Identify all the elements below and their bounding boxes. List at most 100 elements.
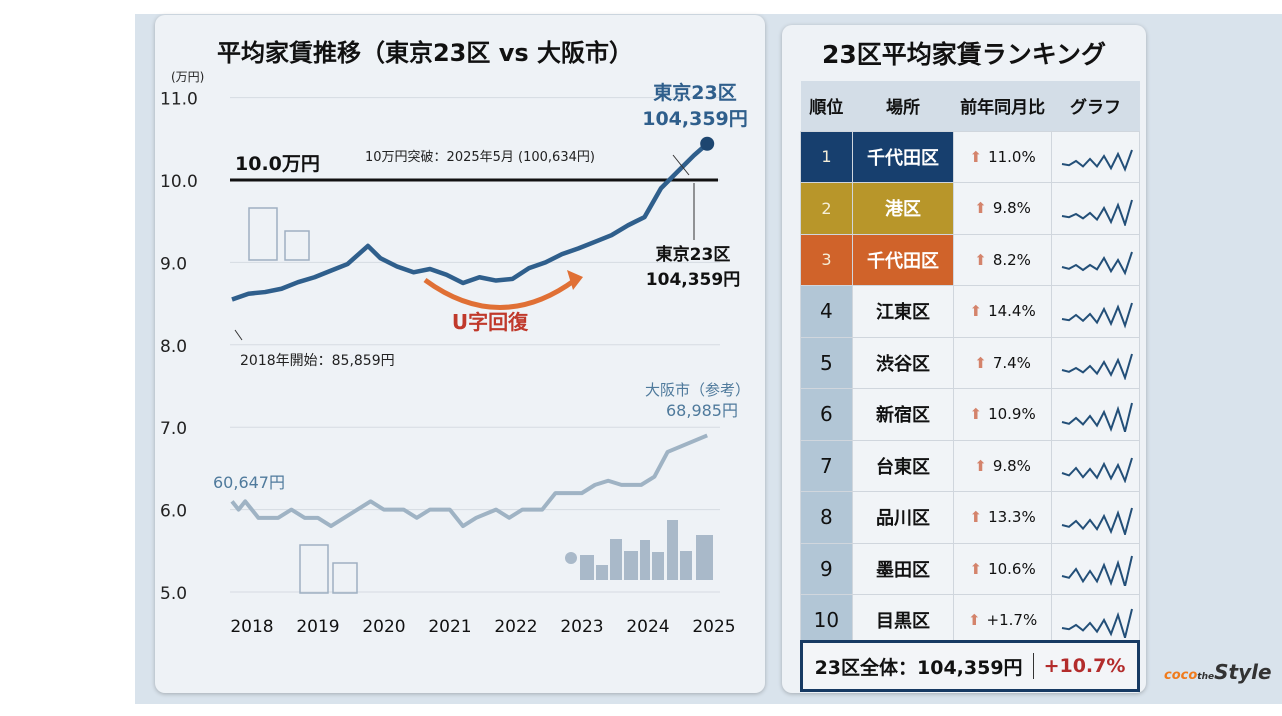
change-value: 14.4% [988,302,1036,321]
x-tick-label: 2023 [560,617,603,637]
change-cell: ⬆ 8.2% [953,233,1052,286]
arrow-up-icon: ⬆ [969,559,983,578]
place-cell: 台東区 [851,439,955,492]
change-value: 8.2% [992,250,1031,269]
sparkline [1061,149,1133,173]
ranking-row: 6 新宿区 ⬆ 10.9% [800,388,1140,441]
osaka-end-label: 大阪市（参考） [645,381,750,399]
ranking-row: 8 品川区 ⬆ 13.3% [800,491,1140,544]
change-value: 9.8% [992,456,1031,475]
sparkline-cell [1051,130,1140,183]
place-cell: 渋谷区 [851,336,955,389]
change-value: 11.0% [988,147,1036,166]
sparkline [1061,457,1133,484]
rank-cell: 7 [800,439,853,492]
u-recovery-label: U字回復 [452,310,529,334]
x-tick-label: 2022 [494,617,537,637]
osaka-start-label: 60,647円 [213,473,285,492]
sparkline [1061,608,1133,642]
ranking-row: 3 千代田区 ⬆ 8.2% [800,233,1140,286]
change-value: +1.7% [986,611,1038,630]
ranking-panel: 23区平均家賃ランキング 順位 場所 前年同月比 グラフ 1 千代田区 ⬆ 11.… [782,25,1146,693]
arrow-up-icon: ⬆ [969,302,983,321]
arrow-up-icon: ⬆ [967,611,981,630]
arrow-up-icon: ⬆ [974,456,987,475]
place-cell: 品川区 [851,491,955,544]
change-value: 7.4% [992,353,1031,372]
place-cell: 江東区 [851,285,955,338]
arrow-up-icon: ⬆ [974,250,987,269]
start-annotation: 2018年開始：85,859円 [240,353,395,369]
place-cell: 新宿区 [851,388,955,441]
sparkline [1061,199,1133,228]
u-recovery-arrowhead [567,270,583,290]
tokyo-side-label: 東京23区 [656,244,731,265]
rank-cell: 5 [800,336,853,389]
y-tick-label: 9.0 [160,254,187,274]
arrow-up-icon: ⬆ [974,199,987,218]
x-tick-label: 2020 [362,617,405,637]
change-value: 13.3% [988,508,1036,527]
start-leader [234,329,243,341]
u-recovery-arrow [423,277,577,310]
summary-box: 23区全体：104,359円 +10.7% [800,640,1140,692]
y-tick-label: 8.0 [160,337,187,357]
change-cell: ⬆ 9.8% [953,439,1052,492]
sparkline-line [1061,608,1133,642]
header-graph: グラフ [1051,81,1140,131]
tokyo-end-marker [700,136,715,151]
rank-cell: 8 [800,491,853,544]
ranking-row: 9 墨田区 ⬆ 10.6% [800,542,1140,595]
arrow-up-icon: ⬆ [969,508,983,527]
building-illustration [248,207,358,594]
rank-cell: 9 [800,542,853,595]
sparkline-cell [1051,233,1140,286]
sparkline-cell [1051,285,1140,338]
breakthrough-leader [672,154,690,176]
x-tick-label: 2019 [296,617,339,637]
summary-change: +10.7% [1043,655,1126,677]
ranking-row: 1 千代田区 ⬆ 11.0% [800,130,1140,183]
logo-the: the [1197,672,1215,682]
y-tick-label: 6.0 [160,502,187,522]
sparkline-cell [1051,336,1140,389]
sparkline-line [1061,507,1133,538]
ranking-row: 4 江東区 ⬆ 14.4% [800,285,1140,338]
x-tick-label: 2025 [692,617,735,637]
sparkline-line [1061,302,1133,329]
ranking-row: 5 渋谷区 ⬆ 7.4% [800,336,1140,389]
sparkline-cell [1051,439,1140,492]
rank-cell: 2 [800,182,853,235]
change-cell: ⬆ +1.7% [953,594,1052,647]
place-cell: 港区 [851,182,955,235]
ranking-row: 7 台東区 ⬆ 9.8% [800,439,1140,492]
x-tick-label: 2021 [428,617,471,637]
rank-cell: 10 [800,594,853,647]
place-cell: 目黒区 [851,594,955,647]
y-tick-label: 10.0 [160,172,198,192]
ranking-row: 10 目黒区 ⬆ +1.7% [800,594,1140,647]
osaka-end-value: 68,985円 [666,401,738,420]
sparkline [1061,353,1133,382]
osaka-series-line [230,433,708,529]
rank-cell: 6 [800,388,853,441]
ranking-row: 2 港区 ⬆ 9.8% [800,182,1140,235]
x-tick-label: 2024 [626,617,669,637]
tokyo-side-value: 104,359円 [646,270,740,290]
summary-label: 23区全体：104,359円 [814,656,1023,679]
threshold-label: 10.0万円 [235,153,320,175]
place-cell: 墨田区 [851,542,955,595]
sparkline-line [1061,353,1133,382]
sparkline-cell [1051,388,1140,441]
change-value: 9.8% [992,199,1031,218]
change-cell: ⬆ 9.8% [953,182,1052,235]
rank-cell: 4 [800,285,853,338]
sparkline-line [1061,457,1133,484]
coco-the-style-logo: cocotheStyle [1164,660,1272,684]
change-value: 10.6% [988,559,1036,578]
ranking-title: 23区平均家賃ランキング [821,40,1107,69]
sparkline-cell [1051,491,1140,544]
tokyo-series-line [231,142,709,302]
sparkline-cell [1051,182,1140,235]
rank-cell: 3 [800,233,853,286]
